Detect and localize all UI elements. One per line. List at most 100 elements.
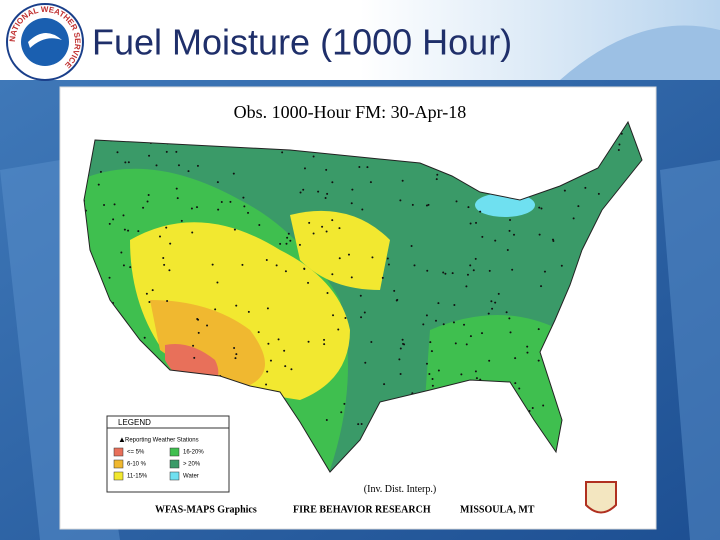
station: [466, 273, 469, 276]
station: [267, 342, 270, 345]
station: [308, 221, 311, 224]
station: [455, 200, 458, 203]
station: [337, 328, 340, 331]
credit: WFAS-MAPS Graphics: [155, 504, 257, 515]
station: [166, 299, 169, 302]
station: [284, 270, 287, 273]
station: [513, 233, 516, 236]
station: [475, 377, 478, 380]
station: [321, 225, 324, 228]
station: [299, 191, 302, 194]
legend-station-mark: ▲: [118, 435, 126, 444]
station: [488, 269, 491, 272]
station: [577, 205, 580, 208]
station: [145, 292, 148, 295]
station: [584, 186, 587, 189]
station: [401, 338, 404, 341]
station: [431, 378, 434, 381]
station: [343, 402, 346, 405]
station: [127, 161, 130, 164]
station: [429, 341, 432, 344]
station: [233, 347, 236, 350]
station: [344, 316, 347, 319]
station: [191, 231, 194, 234]
station: [290, 368, 293, 371]
station: [399, 347, 402, 350]
station: [467, 206, 470, 209]
station: [177, 164, 180, 167]
credit: FIRE BEHAVIOR RESEARCH: [293, 504, 431, 515]
station: [283, 349, 286, 352]
station: [265, 259, 268, 262]
legend-swatch: [113, 459, 124, 469]
legend-title: LEGEND: [118, 418, 151, 427]
station: [479, 210, 482, 213]
station: [325, 230, 328, 233]
station: [206, 324, 209, 327]
station: [488, 359, 491, 362]
station: [358, 166, 361, 169]
station: [396, 298, 399, 301]
station: [425, 362, 428, 365]
station: [269, 359, 272, 362]
station: [147, 194, 150, 197]
station: [148, 301, 151, 304]
station: [241, 263, 244, 266]
station: [287, 232, 290, 235]
legend-title-box: [106, 415, 230, 429]
station: [122, 264, 125, 267]
station: [494, 239, 497, 242]
station: [542, 404, 545, 407]
station: [540, 207, 543, 210]
station: [165, 150, 168, 153]
station: [465, 343, 468, 346]
station: [430, 350, 433, 353]
station: [426, 269, 429, 272]
station: [383, 383, 386, 386]
station: [284, 365, 287, 368]
interpolation: (Inv. Dist. Interp.): [364, 484, 436, 495]
station: [338, 257, 341, 260]
station: [192, 344, 195, 347]
station: [463, 323, 466, 326]
station: [216, 181, 219, 184]
station: [325, 168, 328, 171]
station: [363, 311, 366, 314]
station: [312, 155, 315, 158]
station: [211, 263, 214, 266]
station: [142, 206, 145, 209]
station: [428, 372, 431, 375]
station: [481, 235, 484, 238]
station: [497, 292, 500, 295]
station: [474, 257, 477, 260]
station: [325, 418, 328, 421]
station: [444, 272, 447, 275]
station: [216, 281, 219, 284]
station: [469, 264, 472, 267]
station: [148, 154, 151, 157]
station: [324, 196, 327, 199]
station: [411, 203, 414, 206]
station: [399, 373, 402, 376]
station: [332, 314, 335, 317]
station: [235, 304, 238, 307]
station: [475, 221, 478, 224]
credit: MISSOULA, MT: [460, 504, 535, 515]
station: [381, 276, 384, 279]
station: [108, 276, 111, 279]
station: [436, 173, 439, 176]
station: [331, 219, 334, 222]
legend-label: <= 5%: [127, 450, 145, 456]
station: [469, 222, 472, 225]
station: [233, 228, 236, 231]
station: [359, 294, 362, 297]
station: [281, 151, 284, 154]
station: [289, 239, 292, 242]
station: [143, 336, 146, 339]
station: [538, 233, 541, 236]
slide-title: Fuel Moisture (1000 Hour): [92, 22, 512, 63]
station: [494, 301, 497, 304]
station: [265, 383, 268, 386]
legend-label: 16-20%: [183, 450, 204, 456]
station: [490, 300, 493, 303]
